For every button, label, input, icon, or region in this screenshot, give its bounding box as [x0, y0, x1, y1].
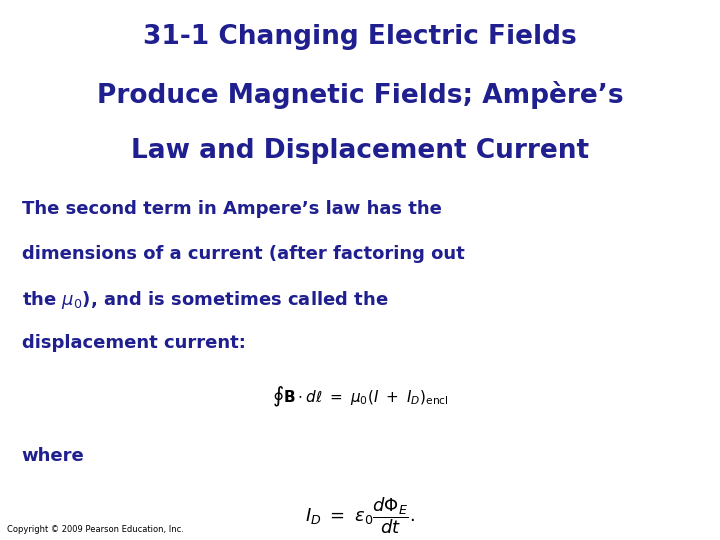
Text: Copyright © 2009 Pearson Education, Inc.: Copyright © 2009 Pearson Education, Inc.: [7, 524, 184, 534]
Text: dimensions of a current (after factoring out: dimensions of a current (after factoring…: [22, 245, 464, 262]
Text: $\oint \mathbf{B} \cdot d\ell \ = \ \mu_0 (I \ + \ I_D)_\mathrm{encl}$: $\oint \mathbf{B} \cdot d\ell \ = \ \mu_…: [271, 384, 449, 409]
Text: $I_D \ = \ \epsilon_0 \dfrac{d\Phi_E}{dt}.$: $I_D \ = \ \epsilon_0 \dfrac{d\Phi_E}{dt…: [305, 495, 415, 536]
Text: The second term in Ampere’s law has the: The second term in Ampere’s law has the: [22, 200, 441, 218]
Text: displacement current:: displacement current:: [22, 334, 246, 352]
Text: 31-1 Changing Electric Fields: 31-1 Changing Electric Fields: [143, 24, 577, 50]
Text: Produce Magnetic Fields; Ampère’s: Produce Magnetic Fields; Ampère’s: [96, 81, 624, 109]
Text: Law and Displacement Current: Law and Displacement Current: [131, 138, 589, 164]
Text: the $\mu_0$), and is sometimes called the: the $\mu_0$), and is sometimes called th…: [22, 289, 388, 312]
Text: where: where: [22, 447, 84, 464]
